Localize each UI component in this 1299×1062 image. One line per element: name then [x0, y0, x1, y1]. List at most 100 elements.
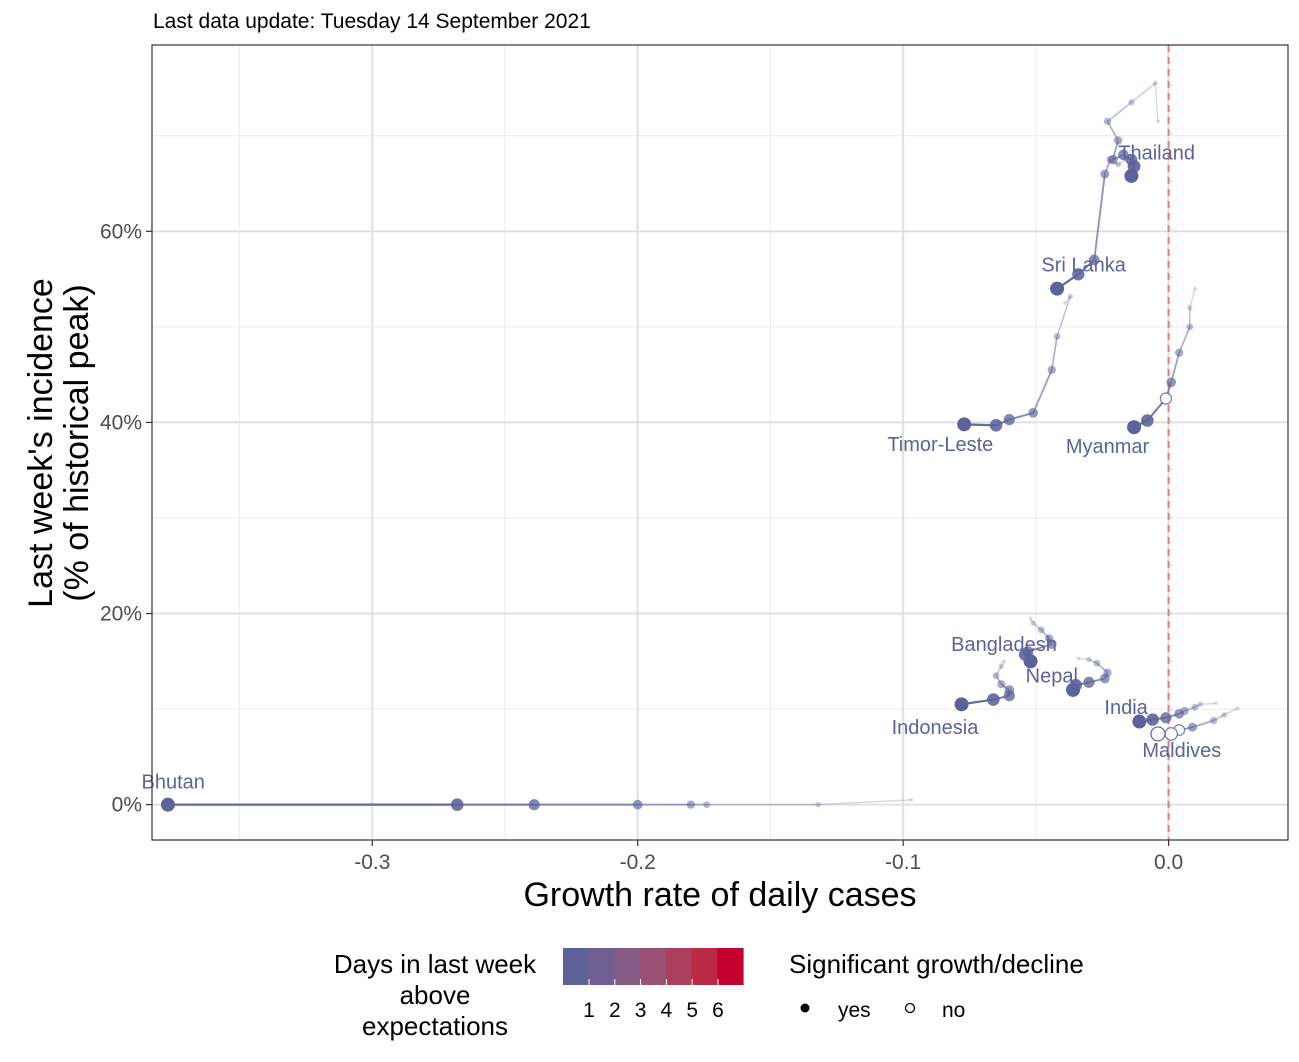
- country-labels: Thailand Sri Lanka Timor-Leste Myanmar Bangl…: [142, 143, 1222, 794]
- series-nepal: [1066, 656, 1112, 697]
- series-sri-lanka: [1050, 155, 1129, 296]
- country-label: Bhutan: [142, 771, 205, 793]
- trail-segment: [1093, 173, 1106, 261]
- trail-segment: [1032, 622, 1042, 631]
- y-axis-title: Last week's incidence (% of historical p…: [22, 278, 96, 608]
- y-tick-label: 60%: [100, 220, 142, 243]
- trail-segment: [1223, 707, 1238, 716]
- data-point: [1210, 716, 1218, 725]
- colorbar-label: 6: [712, 999, 724, 1022]
- trail-segment: [1078, 657, 1089, 661]
- series-bhutan: [160, 797, 914, 812]
- data-point: [160, 797, 175, 812]
- colorbar-segment: [614, 948, 641, 985]
- data-point: [1124, 168, 1139, 183]
- data-point: [954, 697, 969, 712]
- data-point: [1127, 420, 1142, 435]
- country-label: Maldives: [1142, 740, 1221, 762]
- data-point: [1235, 706, 1240, 711]
- plot-background: [152, 45, 1288, 840]
- x-tick-label: -0.1: [885, 851, 921, 874]
- data-point: [1072, 268, 1085, 281]
- colorbar-segment: [665, 948, 693, 985]
- data-point: [1221, 711, 1228, 718]
- data-point: [987, 693, 1000, 706]
- data-point: [1002, 659, 1006, 664]
- series-myanmar: [1127, 286, 1198, 435]
- data-point: [1103, 117, 1112, 126]
- x-tick-label: -0.2: [620, 851, 656, 874]
- colorbar-label: 1: [583, 999, 595, 1022]
- data-point: [1186, 323, 1194, 331]
- colorbar-label: 4: [661, 999, 673, 1022]
- colorbar-segment: [717, 948, 744, 985]
- trail-segment: [1178, 326, 1191, 354]
- legend-yes-label: yes: [838, 999, 871, 1022]
- chart-subtitle: Last data update: Tuesday 14 September 2…: [153, 10, 591, 33]
- data-point: [1106, 155, 1114, 164]
- data-point: [1155, 119, 1160, 124]
- data-point: [1023, 654, 1038, 669]
- data-point: [1093, 659, 1101, 667]
- trail-segment: [1050, 336, 1058, 371]
- data-point: [1197, 701, 1204, 708]
- data-point: [1003, 413, 1015, 426]
- trail-segment: [1032, 369, 1053, 414]
- data-point: [957, 417, 972, 432]
- data-point: [1076, 656, 1081, 661]
- legend-color-title-line-3: expectations: [362, 1011, 508, 1041]
- data-point: [703, 801, 711, 809]
- trail-segment: [995, 665, 1003, 677]
- country-label: Bangladesh: [951, 634, 1057, 656]
- trail-segment: [1189, 288, 1196, 308]
- data-point: [1115, 161, 1121, 168]
- country-label: Timor-Leste: [887, 434, 993, 456]
- data-point: [1088, 254, 1100, 266]
- trail-segment: [1000, 660, 1005, 667]
- data-point: [1146, 713, 1159, 726]
- data-point: [1053, 333, 1061, 340]
- country-label: Myanmar: [1066, 436, 1150, 458]
- data-point: [1164, 727, 1178, 741]
- data-point: [1083, 676, 1095, 688]
- y-axis-title-line-1: Last week's incidence: [22, 278, 60, 608]
- data-point: [1003, 690, 1015, 702]
- data-point: [1113, 136, 1123, 145]
- data-point: [909, 797, 914, 802]
- data-point: [1166, 377, 1177, 388]
- trail-segment: [1200, 702, 1217, 706]
- colorbar-label: 5: [686, 999, 698, 1022]
- data-point: [1086, 656, 1092, 663]
- data-point: [1193, 286, 1198, 291]
- axis-ticks: -0.3 -0.2 -0.1 0.0 0% 20% 40% 60%: [100, 220, 1183, 874]
- series-maldives: [1150, 706, 1240, 742]
- series-bangladesh: [1018, 616, 1057, 669]
- series-group: [160, 80, 1240, 812]
- data-point: [992, 672, 1000, 680]
- trail-segment: [1064, 295, 1071, 304]
- country-label: Indonesia: [892, 717, 980, 739]
- grid: [152, 45, 1288, 840]
- data-point: [1124, 157, 1129, 162]
- country-label: Thailand: [1118, 143, 1195, 165]
- data-point: [1047, 365, 1056, 375]
- country-label: Sri Lanka: [1041, 254, 1126, 276]
- data-point: [1100, 673, 1110, 684]
- colorbar-label: 3: [635, 999, 647, 1022]
- legend-no-symbol: [904, 1002, 916, 1014]
- data-point: [1028, 408, 1039, 418]
- legend-shape-title: Significant growth/decline: [789, 949, 1084, 979]
- trail-segment: [1056, 296, 1072, 337]
- y-tick-label: 0%: [112, 794, 142, 817]
- data-point: [1191, 703, 1199, 711]
- country-label: India: [1104, 697, 1148, 719]
- data-point: [1132, 714, 1147, 729]
- data-point: [1187, 722, 1197, 732]
- data-point: [528, 799, 540, 811]
- data-point: [1152, 80, 1158, 86]
- data-point: [1108, 154, 1118, 165]
- data-point: [632, 799, 643, 810]
